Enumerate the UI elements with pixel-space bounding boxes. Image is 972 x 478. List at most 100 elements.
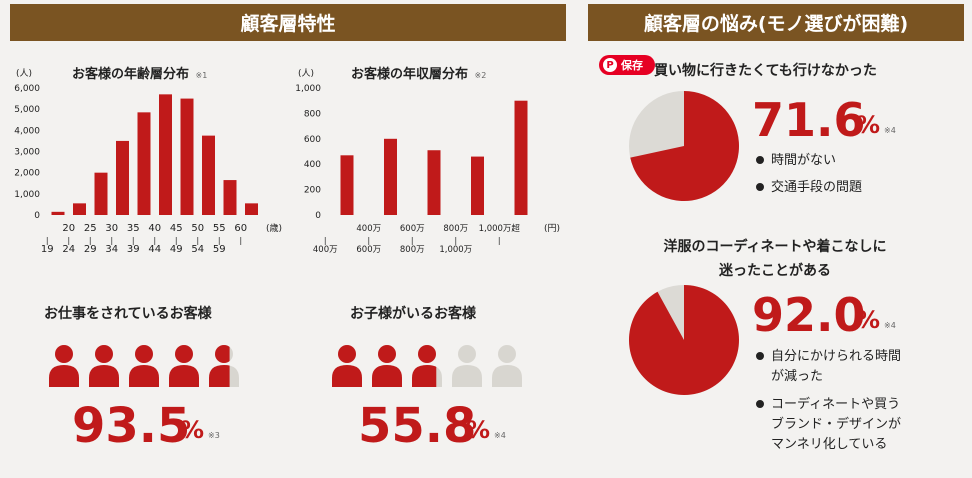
working-stat-title: お仕事をされているお客様 [44, 305, 213, 322]
pie2-percent: % [856, 306, 880, 334]
age-chart-x-tick-top: 35 [127, 223, 140, 234]
age-chart-y-unit: (人) [16, 68, 32, 79]
income-chart-bar [514, 100, 528, 215]
age-chart-bar [180, 98, 194, 215]
income-chart-y-unit: (人) [298, 68, 314, 79]
working-stat-note: ※3 [208, 431, 220, 440]
pie2-reason: 自分にかけられる時間 [771, 349, 901, 364]
age-chart-x-tick-bottom: 59 [213, 244, 226, 255]
age-chart-y-tick: 3,000 [14, 148, 40, 158]
pie2-bullet [756, 400, 764, 408]
children-stat-person-icon [412, 345, 442, 387]
age-chart-title: お客様の年齢層分布 [72, 66, 189, 82]
income-chart-x-tick-top: 800万 [443, 224, 468, 234]
pie2-title: 迷ったことがある [718, 262, 831, 279]
age-chart-bar [94, 172, 108, 215]
income-chart-x-tick-top: 1,000万超 [479, 223, 521, 234]
header-left-label: 顧客層特性 [240, 13, 336, 35]
age-chart-bar [73, 203, 86, 215]
children-stat-value: 55.8 [358, 398, 476, 454]
age-chart-x-tick-bottom: 44 [148, 244, 161, 255]
pie2-slice [629, 285, 739, 395]
pie1-reason: 交通手段の問題 [771, 179, 862, 195]
children-stat-note: ※4 [494, 431, 506, 440]
age-chart-bar [137, 112, 151, 215]
children-stat-percent: % [466, 416, 490, 444]
age-chart-x-unit: (歳) [266, 222, 282, 234]
age-chart-y-tick: 6,000 [14, 84, 40, 94]
age-chart-y-tick: 0 [34, 211, 40, 221]
age-chart-x-tick-bottom: 24 [62, 244, 75, 255]
pie2-reason: が減った [771, 368, 823, 384]
age-chart-x-tick-bottom: 54 [191, 244, 204, 255]
income-chart-x-tick-bottom: 600万 [356, 245, 381, 255]
age-chart-x-tick-bottom: 19 [41, 244, 54, 255]
age-chart-x-tick-top: 45 [170, 223, 183, 234]
working-stat-person-icon [129, 345, 159, 387]
pie2-value: 92.0 [752, 288, 866, 342]
income-chart-bar [427, 150, 441, 215]
income-chart-x-tick-bottom: 400万 [313, 245, 338, 255]
pie1-note: ※4 [884, 126, 896, 135]
pie2-reason: コーディネートや買う [771, 396, 900, 412]
income-chart-x-tick-bottom: 1,000万 [439, 245, 472, 255]
children-stat-person-icon [332, 345, 362, 387]
age-chart-y-tick: 5,000 [14, 105, 40, 115]
age-chart-x-tick-bottom: 29 [84, 244, 97, 255]
children-stat-person-icon [452, 345, 482, 387]
income-chart-note: ※2 [475, 71, 487, 80]
age-chart-x-tick-top: 60 [234, 223, 247, 234]
age-chart-bar [245, 203, 258, 215]
working-stat-percent: % [180, 416, 204, 444]
income-chart-bar [471, 156, 484, 215]
income-chart-bar [340, 155, 354, 215]
pinterest-save-label: 保存 [621, 59, 643, 72]
pie1-bullet [756, 156, 764, 164]
children-stat-person-icon [492, 345, 522, 387]
working-stat-person-icon [209, 345, 239, 387]
age-chart-bar [51, 211, 65, 215]
income-chart-y-tick: 1,000 [295, 84, 321, 94]
pie1-reason: 時間がない [771, 153, 836, 168]
pie2-bullet [756, 352, 764, 360]
working-stat-person-icon [89, 345, 119, 387]
income-chart-y-tick: 800 [304, 109, 321, 119]
income-chart-y-tick: 400 [304, 160, 321, 170]
income-chart-x-tick-top: 400万 [356, 224, 381, 234]
age-chart-x-tick-top: 40 [148, 223, 161, 234]
age-chart-x-tick-top: 55 [213, 223, 226, 234]
income-chart-bar [384, 138, 397, 215]
pie1-value: 71.6 [752, 93, 866, 147]
age-chart-bar [116, 140, 129, 215]
pie2-reason: マンネリ化している [771, 437, 887, 452]
age-chart-x-tick-top: 30 [105, 223, 118, 234]
header-customer-concerns: 顧客層の悩み(モノ選びが困難) [588, 4, 964, 41]
income-chart-x-unit: (円) [544, 223, 560, 234]
age-chart-x-tick-bottom: 39 [127, 244, 140, 255]
pie1-slice [630, 91, 739, 201]
pie1-percent: % [856, 111, 880, 139]
income-chart-y-tick: 600 [304, 135, 321, 145]
age-chart-x-tick-bottom: 34 [105, 244, 118, 255]
working-stat-value: 93.5 [72, 398, 190, 454]
children-stat-title: お子様がいるお客様 [350, 305, 477, 322]
pie2-note: ※4 [884, 321, 896, 330]
age-chart-y-tick: 2,000 [14, 169, 40, 179]
pinterest-icon: P [603, 58, 617, 72]
header-customer-profile: 顧客層特性 [10, 4, 566, 41]
working-stat-person-icon [169, 345, 199, 387]
pinterest-save-button[interactable]: P 保存 [599, 55, 655, 75]
income-chart-title: お客様の年収層分布 [351, 66, 468, 82]
income-chart-y-tick: 200 [304, 186, 321, 196]
pie1-bullet [756, 183, 764, 191]
age-chart-bar [223, 180, 237, 215]
age-chart-x-tick-top: 50 [191, 223, 204, 234]
children-stat-person-icon [372, 345, 402, 387]
income-chart-x-tick-top: 600万 [400, 224, 425, 234]
age-chart-x-tick-top: 20 [62, 223, 75, 234]
age-chart-y-tick: 1,000 [14, 190, 40, 200]
pie2-title: 洋服のコーディネートや着こなしに [663, 238, 886, 255]
age-chart-y-tick: 4,000 [14, 126, 40, 136]
income-chart-x-tick-bottom: 800万 [400, 245, 425, 255]
